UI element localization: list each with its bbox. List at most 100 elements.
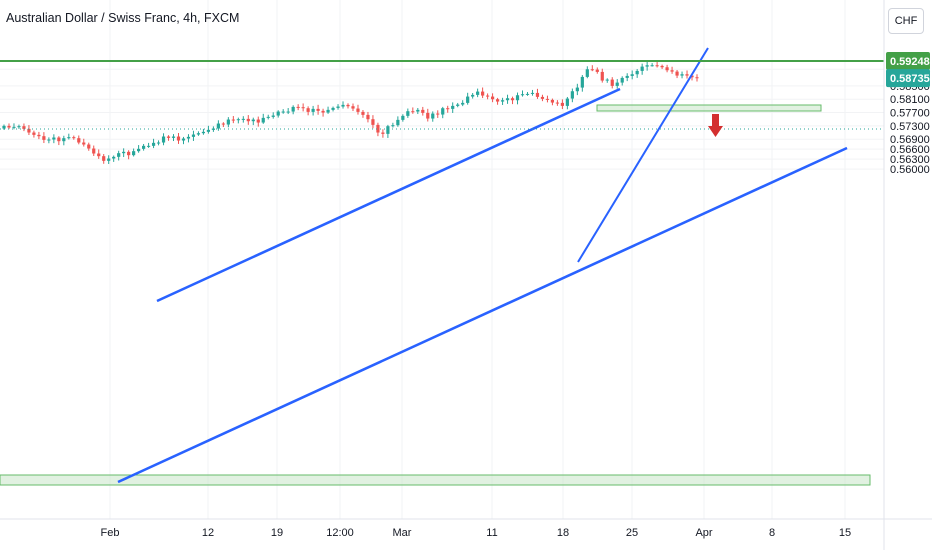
candle-body <box>625 75 629 78</box>
candle-body <box>515 95 520 101</box>
candle-body <box>426 112 430 119</box>
candle-body <box>356 108 360 112</box>
candle-body <box>665 67 669 71</box>
price-tick-label: 0.56900 <box>890 134 930 146</box>
price-tick-label: 0.57300 <box>890 121 930 133</box>
candle-body <box>201 131 206 134</box>
candle-body <box>540 96 545 99</box>
candle-body <box>27 128 31 133</box>
candle-body <box>102 156 106 161</box>
candle-body <box>281 111 285 113</box>
candle-body <box>361 111 365 115</box>
price-tick-label: 0.56300 <box>890 154 930 166</box>
candle-body <box>127 151 131 156</box>
candle-body <box>17 126 21 128</box>
candle-body <box>62 138 66 142</box>
time-tick-label: Feb <box>101 527 120 539</box>
candle-body <box>7 125 11 128</box>
candle-body <box>451 105 455 109</box>
grid-lines <box>0 0 884 519</box>
resistance-zone <box>596 104 822 112</box>
candle-body <box>216 123 220 129</box>
candle-body <box>605 79 609 81</box>
candle-body <box>545 98 550 100</box>
candle-body <box>37 134 41 137</box>
candle-body <box>371 119 375 125</box>
candle-body <box>670 70 674 72</box>
candle-body <box>650 65 654 67</box>
candle-body <box>441 108 445 115</box>
channel-lower-line <box>117 146 848 484</box>
candle-body <box>645 65 649 67</box>
candle-body <box>112 156 116 159</box>
candle-body <box>535 92 540 97</box>
candle-body <box>266 116 270 118</box>
candle-body <box>191 134 196 137</box>
candle-body <box>476 91 480 95</box>
price-badge-label: 0.59248 <box>890 56 930 68</box>
candle-body <box>72 137 76 139</box>
candle-body <box>585 69 589 77</box>
rising-wedge-line <box>577 47 709 263</box>
candle-body <box>32 132 36 135</box>
candle-body <box>241 118 245 120</box>
candle-body <box>42 136 46 140</box>
candle-body <box>401 115 405 120</box>
candle-body <box>77 138 81 143</box>
candle-body <box>331 107 335 110</box>
candle-body <box>291 106 295 112</box>
candle-body <box>236 119 240 121</box>
candle-body <box>47 139 51 141</box>
candle-body <box>156 142 161 144</box>
candle-body <box>12 126 16 128</box>
candle-body <box>500 100 505 102</box>
down-arrow-icon <box>708 114 723 137</box>
candle-body <box>461 102 465 105</box>
candle-body <box>595 69 599 72</box>
candle-body <box>151 142 156 146</box>
candle-body <box>411 111 415 113</box>
time-tick-label: 11 <box>486 527 497 539</box>
candle-body <box>271 115 275 117</box>
candle-body <box>655 65 659 67</box>
candle-body <box>456 104 460 106</box>
time-tick-label: 15 <box>839 527 851 539</box>
candle-body <box>575 87 579 92</box>
candle-body <box>685 74 689 76</box>
time-tick-label: 8 <box>769 527 775 539</box>
candle-body <box>680 74 684 76</box>
candle-body <box>366 114 370 120</box>
candle-body <box>560 102 564 106</box>
candle-body <box>341 104 345 107</box>
candle-body <box>181 138 186 141</box>
candle-body <box>251 119 255 122</box>
candle-body <box>505 98 510 101</box>
candle-body <box>530 92 535 94</box>
candle-body <box>261 117 265 123</box>
trend-drawings <box>0 47 884 484</box>
candle-body <box>416 109 420 112</box>
symbol-title[interactable]: Australian Dollar / Swiss Franc, 4h, FXC… <box>6 11 240 25</box>
candle-body <box>2 125 6 129</box>
candle-body <box>346 104 350 107</box>
candle-body <box>436 113 440 115</box>
candle-body <box>570 91 574 99</box>
candle-body <box>57 137 61 142</box>
price-badge <box>886 52 930 70</box>
candle-body <box>481 91 485 96</box>
time-tick-label: 25 <box>626 527 638 539</box>
candle-body <box>311 108 315 112</box>
candle-body <box>107 158 111 161</box>
candle-body <box>396 119 400 126</box>
candle-body <box>22 126 26 129</box>
candle-body <box>495 99 500 102</box>
candle-body <box>246 118 250 122</box>
candle-body <box>211 128 215 130</box>
currency-button[interactable]: CHF <box>888 8 924 34</box>
candle-body <box>141 145 146 149</box>
candle-body <box>316 108 320 111</box>
candle-body <box>490 96 495 100</box>
candle-body <box>675 71 679 76</box>
price-tick-label: 0.57700 <box>890 108 930 120</box>
